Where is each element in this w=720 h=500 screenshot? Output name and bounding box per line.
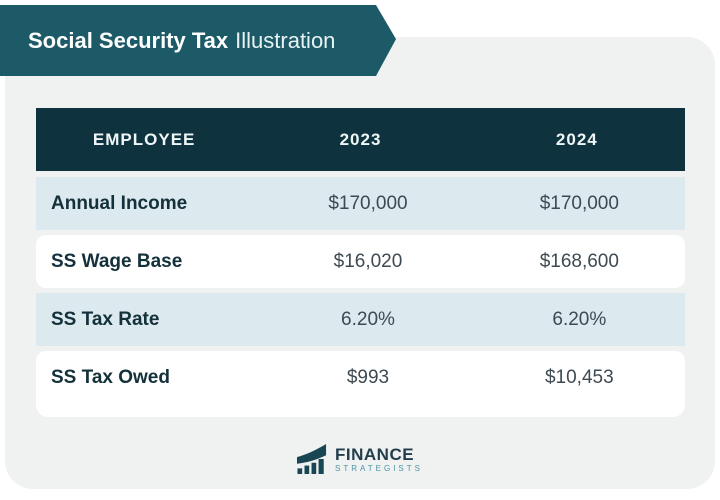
cell-2023: $993 [346,366,390,388]
tax-comparison-table: EMPLOYEE 2023 2024 Annual Income $170,00… [36,108,685,417]
column-header-2024: 2024 [555,129,598,149]
table-row-ss-tax-rate: SS Tax Rate 6.20% 6.20% [36,293,685,346]
table-row-ss-tax-owed: SS Tax Owed $993 $10,453 [36,351,685,417]
column-header-employee: EMPLOYEE [92,129,196,149]
row-label: SS Tax Rate [51,308,160,330]
banner-subtitle: Illustration [235,27,336,53]
brand-tagline: STRATEGISTS [335,463,423,473]
column-header-2023: 2023 [339,129,382,149]
brand-name: FINANCE [335,444,415,464]
title-banner: Social Security Tax Illustration [0,5,396,76]
cell-2024: $170,000 [539,192,619,214]
table-header-row: EMPLOYEE 2023 2024 [36,108,685,171]
cell-2024: $168,600 [539,250,619,272]
growth-bars-icon [297,443,327,475]
cell-2024: 6.20% [552,308,607,330]
cell-2023: $16,020 [333,250,403,272]
cell-2024: $10,453 [544,366,614,388]
cell-2023: 6.20% [341,308,395,330]
row-label: SS Tax Owed [51,366,170,388]
row-label: Annual Income [51,192,188,214]
row-label: SS Wage Base [51,250,183,272]
banner-title: Social Security Tax [28,27,229,53]
cell-2023: $170,000 [328,192,408,214]
table-row-annual-income: Annual Income $170,000 $170,000 [36,177,685,230]
finance-strategists-logo: FINANCE STRATEGISTS [0,443,720,475]
table-row-ss-wage-base: SS Wage Base $16,020 $168,600 [36,235,685,288]
brand-text-block: FINANCE STRATEGISTS [335,446,423,473]
